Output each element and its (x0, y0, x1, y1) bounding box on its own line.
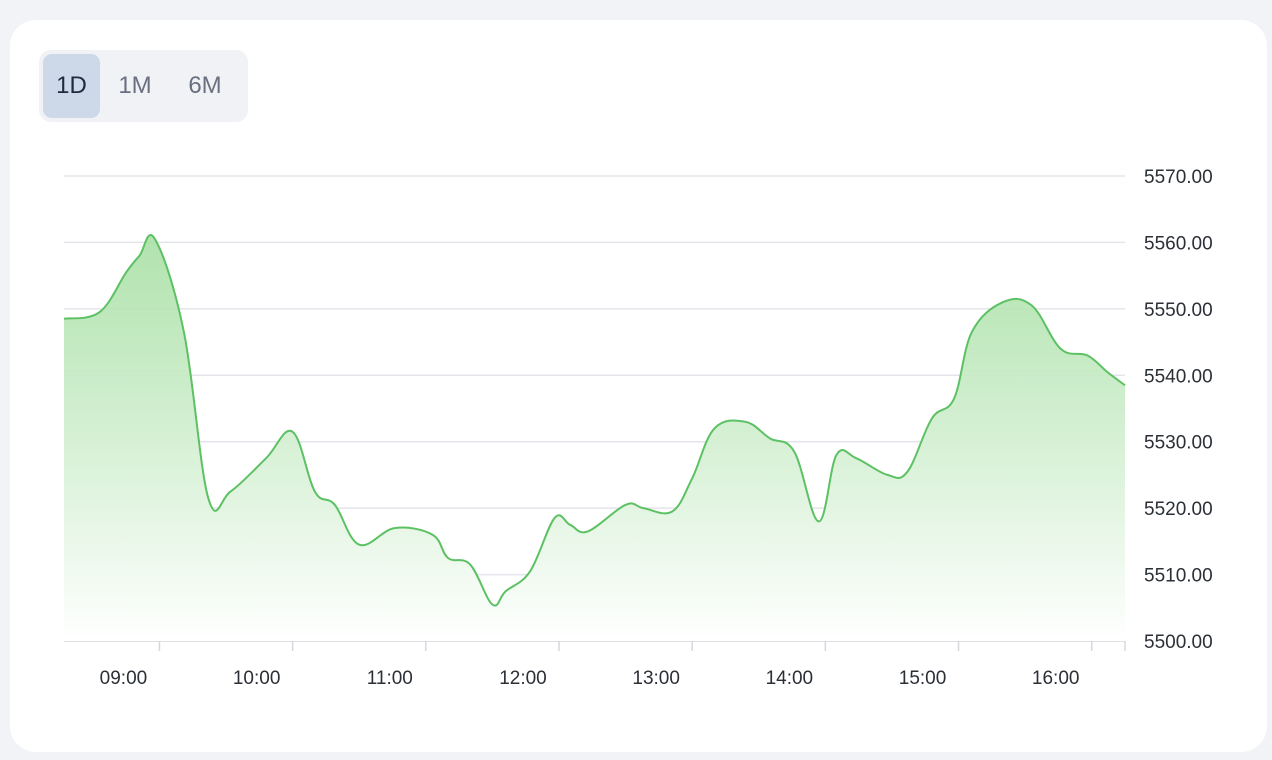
data-point (181, 329, 187, 335)
data-point (969, 329, 975, 335)
data-point (430, 532, 436, 538)
axes: 5500.00 5510.00 5520.00 5530.00 5540.00 5550.… (100, 167, 1213, 689)
data-point (263, 455, 269, 461)
data-point (356, 542, 362, 548)
data-point (503, 588, 509, 594)
y-tick-label: 5500.00 (1144, 632, 1213, 653)
data-point (567, 522, 573, 528)
data-point (1029, 303, 1035, 309)
x-tick-label: 10:00 (233, 668, 281, 689)
data-point (552, 515, 558, 521)
data-point (816, 518, 822, 524)
data-point (312, 489, 318, 495)
data-point (228, 489, 234, 495)
data-point (711, 425, 717, 431)
x-tick-label: 15:00 (899, 668, 947, 689)
area-series (61, 234, 1128, 641)
data-point (61, 316, 67, 322)
area-fill (64, 234, 1125, 641)
data-point (1122, 382, 1128, 388)
x-tick-label: 09:00 (100, 668, 148, 689)
x-tick-label: 13:00 (632, 668, 680, 689)
y-tick-label: 5560.00 (1144, 233, 1213, 254)
data-point (905, 469, 911, 475)
y-tick-label: 5540.00 (1144, 366, 1213, 387)
data-point (445, 555, 451, 561)
data-point (885, 472, 891, 478)
data-point (97, 309, 103, 315)
data-point (791, 449, 797, 455)
range-button-1m[interactable]: 1M (118, 72, 152, 99)
data-point (1000, 299, 1006, 305)
data-point (137, 253, 143, 259)
data-point (623, 502, 629, 508)
data-point (640, 505, 646, 511)
data-point (1084, 352, 1090, 358)
data-point (585, 528, 591, 534)
data-point (1104, 369, 1110, 375)
data-point (833, 452, 839, 458)
data-point (951, 396, 957, 402)
x-tick-label: 12:00 (499, 668, 547, 689)
y-tick-label: 5520.00 (1144, 499, 1213, 520)
data-point (152, 236, 158, 242)
data-point (1058, 346, 1064, 352)
data-point (332, 502, 338, 508)
x-tick-label: 11:00 (367, 668, 413, 689)
data-point (767, 435, 773, 441)
y-tick-label: 5550.00 (1144, 300, 1213, 321)
data-point (290, 429, 296, 435)
data-point (205, 495, 211, 501)
x-tick-label: 14:00 (766, 668, 814, 689)
data-point (467, 562, 473, 568)
data-point (742, 419, 748, 425)
y-tick-label: 5530.00 (1144, 433, 1213, 454)
data-point (669, 509, 675, 515)
data-point (929, 416, 935, 422)
y-tick-label: 5570.00 (1144, 167, 1213, 188)
data-point (489, 602, 495, 608)
data-point (527, 568, 533, 574)
range-selector: 1D 1M 6M (39, 50, 248, 122)
x-tick-label: 16:00 (1032, 668, 1080, 689)
data-point (123, 269, 129, 275)
series-line (63, 234, 1126, 607)
data-point (392, 525, 398, 531)
range-button-1d[interactable]: 1D (43, 54, 100, 118)
data-point (689, 475, 695, 481)
y-tick-label: 5510.00 (1144, 566, 1213, 587)
range-button-6m[interactable]: 6M (188, 72, 222, 99)
data-point (853, 455, 859, 461)
